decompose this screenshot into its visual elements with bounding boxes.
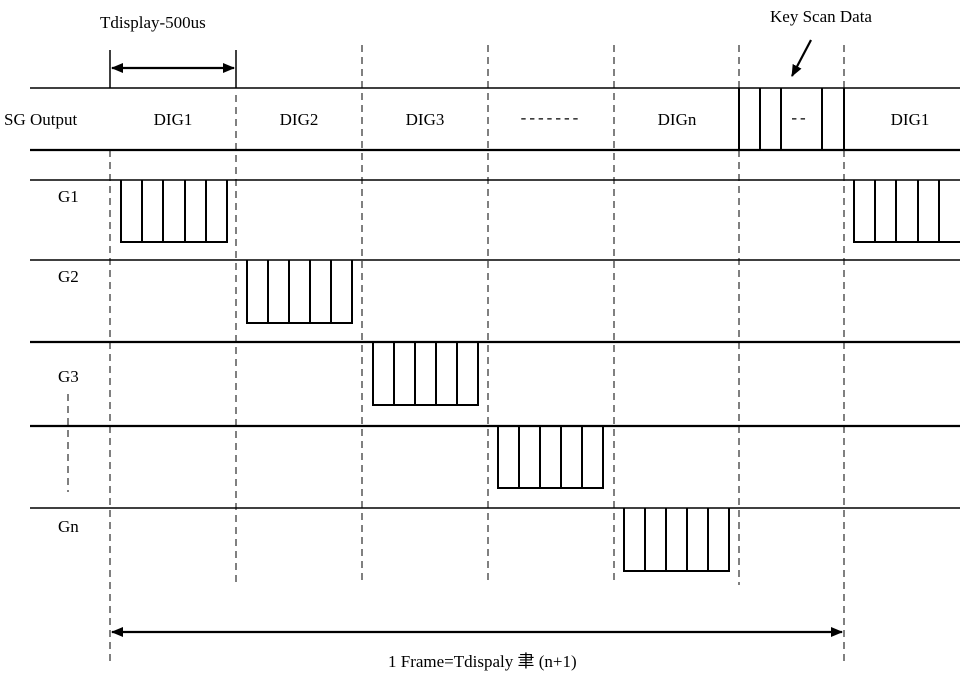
dig-cell-1-repeat: DIG1 [891,110,930,129]
g3-pulse-train [372,342,479,406]
gx-pulse-train [497,426,604,489]
g2-pulse-train [246,260,353,324]
g1-pulse-train [120,180,228,243]
tdisplay-label: Tdisplay-500us [100,13,206,32]
dig-cell-ellipsis: ------- [521,108,582,127]
grid-label-gn: Gn [58,517,79,536]
frame-label: 1 Frame=Tdispaly 聿 (n+1) [388,652,577,671]
key-scan-data-boxes [738,88,845,150]
dig-cell-3: DIG3 [406,110,445,129]
slot-separators [109,45,845,665]
grid-label-g2: G2 [58,267,79,286]
dig-cell-1: DIG1 [154,110,193,129]
key-scan-gap: -- [791,108,808,127]
grid-label-g1: G1 [58,187,79,206]
grid-label-g3: G3 [58,367,79,386]
gn-pulse-train [623,508,730,572]
dig-cell-n: DIGn [658,110,697,129]
g1-pulse-train-repeat [853,180,960,243]
dig-cell-2: DIG2 [280,110,319,129]
grid-row-lines [30,179,960,509]
sg-output-label: SG Output [4,110,77,129]
key-scan-label: Key Scan Data [770,7,872,26]
key-scan-pointer-arrow [791,39,812,77]
